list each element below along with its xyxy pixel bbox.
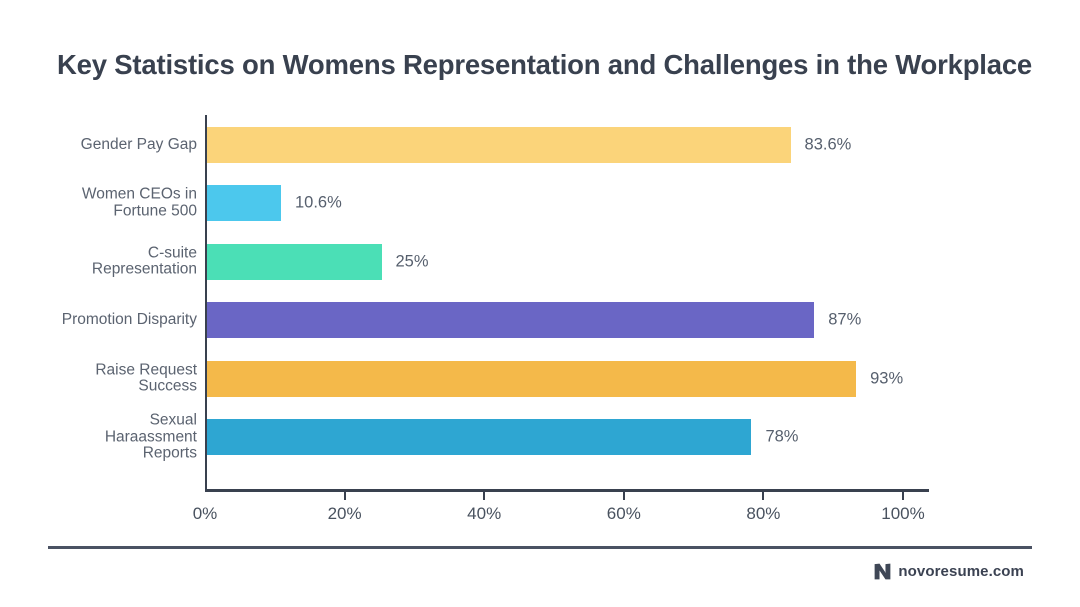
plot-area: 83.6% 10.6% 25% 87% 93% 78%	[205, 115, 929, 492]
x-axis-tick-label: 0%	[192, 504, 218, 523]
footer: novoresume.com	[872, 561, 1024, 582]
x-axis-tick-label: 20%	[327, 504, 362, 523]
x-axis-tick	[902, 492, 904, 500]
x-axis-tick-label: 40%	[467, 504, 502, 523]
bar-5	[207, 419, 752, 455]
bar-value-label: 10.6%	[294, 193, 342, 212]
bar-value-label: 83.6%	[804, 135, 852, 154]
category-label: Women CEOs in Fortune 500	[81, 185, 197, 220]
bar-value-label: 87%	[828, 310, 862, 329]
footer-brand: novoresume.com	[898, 563, 1024, 580]
bar-2	[207, 243, 382, 280]
bar-1	[207, 185, 281, 222]
x-axis-tick	[483, 492, 486, 500]
x-axis-tick-label: 60%	[606, 504, 641, 523]
category-label: Sexual Haraassment Reports	[104, 411, 197, 462]
bar-value-label: 93%	[870, 369, 904, 388]
footer-divider	[48, 546, 1032, 549]
bar-value-label: 25%	[395, 252, 429, 271]
category-label: Raise Request Success	[95, 361, 197, 395]
chart-title: Key Statistics on Womens Representation …	[57, 49, 1033, 80]
x-axis-tick-label: 100%	[881, 504, 925, 523]
bar-0	[207, 127, 791, 163]
bar-4	[207, 360, 857, 397]
x-axis-tick	[762, 492, 765, 500]
bar-value-label: 78%	[765, 427, 799, 446]
category-label: C-suite Representation	[91, 244, 197, 278]
bar-3	[207, 302, 815, 339]
category-label: Gender Pay Gap	[80, 135, 197, 153]
x-axis-tick-label: 80%	[746, 504, 781, 523]
x-axis-tick	[622, 492, 625, 500]
category-label: Promotion Disparity	[61, 310, 197, 328]
x-axis-tick	[343, 492, 346, 500]
novoresume-n-icon	[872, 561, 893, 582]
